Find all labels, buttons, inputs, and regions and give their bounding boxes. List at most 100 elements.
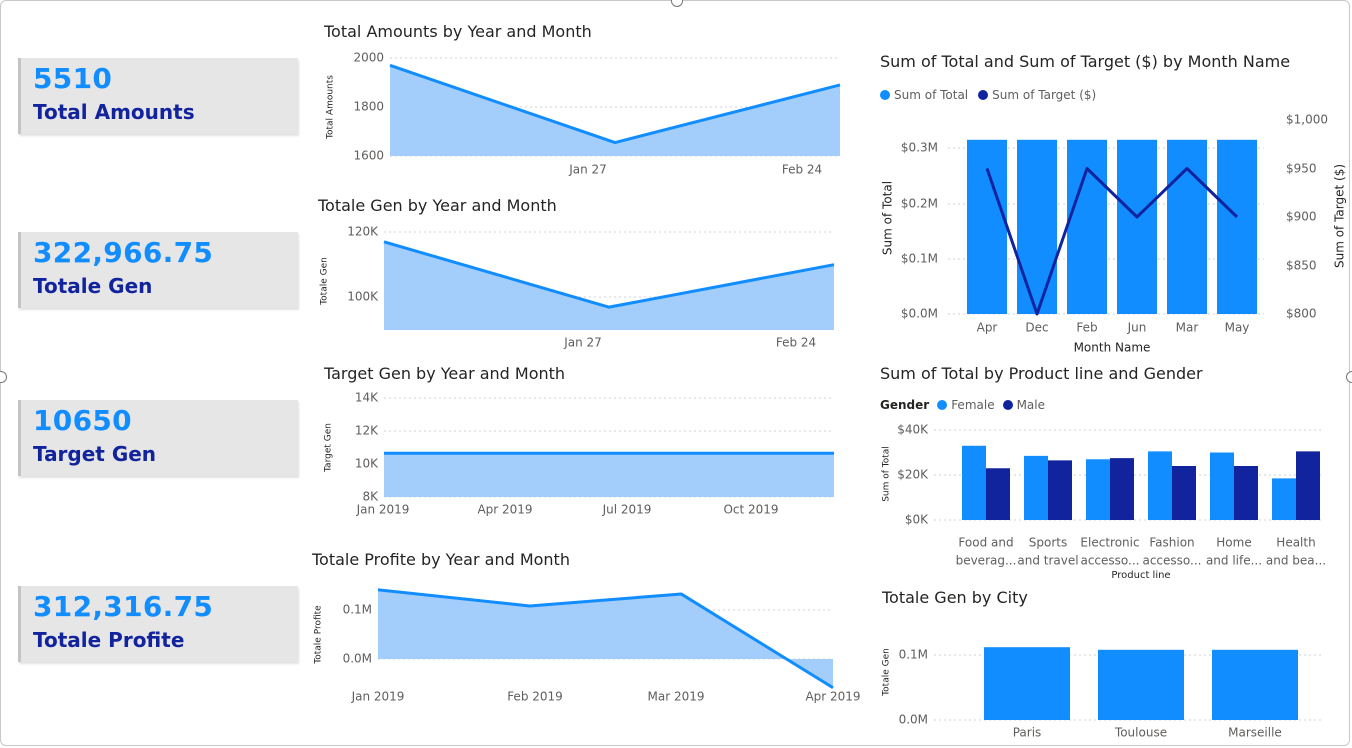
bar-sum-total <box>1017 139 1057 314</box>
y-tick-label: $0.3M <box>901 141 938 155</box>
y-tick-label: 10K <box>355 457 379 471</box>
kpi-label: Totale Profite <box>33 628 185 652</box>
y-tick-label: $0K <box>905 513 929 527</box>
series-line <box>389 63 841 145</box>
bar-male <box>1110 458 1134 520</box>
chart-totale-gen[interactable]: 120K 100K Totale Gen Jan 27 Feb 24 <box>310 218 860 358</box>
bar-female <box>1024 455 1048 520</box>
legend-label-male: Male <box>1016 398 1046 412</box>
bar-sum-total <box>1167 139 1207 314</box>
y-tick-label: 0.1M <box>343 603 372 617</box>
x-tick-label: Jan 2019 <box>351 690 405 704</box>
y-tick-label: $0.2M <box>901 197 938 211</box>
x-tick-label: accesso... <box>1080 554 1139 568</box>
bar-city <box>984 647 1070 720</box>
bar-male <box>986 468 1010 520</box>
x-axis-title: Month Name <box>1074 341 1151 355</box>
legend-title-gender: Gender <box>880 398 930 412</box>
y-tick-label: 0.0M <box>899 713 928 727</box>
chart-totale-profite[interactable]: 0.1M 0.0M Totale Profite Jan 2019 Feb 2019 Ma… <box>300 578 875 708</box>
x-tick-label: May <box>1225 321 1250 335</box>
y-axis-title: Sum of Total <box>882 446 892 502</box>
y2-tick-label: $800 <box>1286 307 1317 321</box>
legend-label-sum-target: Sum of Target ($) <box>992 88 1097 102</box>
resize-handle-right[interactable] <box>1346 371 1352 383</box>
y-axis-title: Target Gen <box>324 423 334 473</box>
legend-gender[interactable]: Gender Female Male <box>880 398 1045 412</box>
legend-dot-male <box>1002 400 1013 410</box>
x-axis-title: Product line <box>1111 570 1170 581</box>
x-tick-label: Apr <box>977 321 998 335</box>
y-tick-label: 2000 <box>353 51 384 65</box>
bar-city <box>1098 649 1184 720</box>
x-tick-label: Sports <box>1029 536 1067 550</box>
bar-sum-total <box>1217 139 1257 314</box>
y-tick-label: $20K <box>897 468 929 482</box>
x-tick-label: Home <box>1216 536 1251 550</box>
x-tick-label: Mar <box>1176 321 1199 335</box>
x-tick-label: Toulouse <box>1114 726 1167 740</box>
bar-female <box>1086 459 1110 520</box>
kpi-card-totale-profite[interactable]: 312,316.75 Totale Profite <box>18 586 298 662</box>
legend-label-female: Female <box>951 398 995 412</box>
chart-product-line-gender[interactable]: $40K $20K $0K Sum of Total Food and beverag..… <box>872 416 1347 586</box>
chart-title-product-line-gender: Sum of Total by Product line and Gender <box>880 364 1203 383</box>
x-tick-label: beverag... <box>956 554 1017 568</box>
x-tick-label: Apr 2019 <box>805 690 860 704</box>
chart-total-vs-target[interactable]: $0.3M $0.2M $0.1M $0.0M $1,000 $950 $900 $850 $8… <box>872 108 1347 360</box>
y-axis-title: Sum of Total <box>881 181 895 255</box>
series-line <box>377 588 834 690</box>
kpi-card-total-amounts[interactable]: 5510 Total Amounts <box>18 58 298 134</box>
x-tick-label: Feb 2019 <box>507 690 563 704</box>
y-tick-label: 14K <box>355 391 379 405</box>
y-tick-label: 1800 <box>353 100 384 114</box>
x-tick-label: Jan 2019 <box>356 503 410 517</box>
x-tick-label: Feb 24 <box>776 336 816 350</box>
chart-gen-by-city[interactable]: 0.1M 0.0M Totale Gen Paris Toulouse Marseille <box>872 632 1347 744</box>
x-tick-label: Apr 2019 <box>477 503 532 517</box>
x-tick-label: Feb 24 <box>782 163 822 177</box>
y-axis-title: Total Amounts <box>326 75 336 140</box>
y-tick-label: 1600 <box>353 149 384 163</box>
bar-sum-total <box>967 139 1007 314</box>
bar-male <box>1172 466 1196 520</box>
x-tick-label: Feb <box>1076 321 1097 335</box>
kpi-label: Totale Gen <box>33 274 153 298</box>
chart-target-gen[interactable]: 14K 12K 10K 8K Target Gen Jan 2019 Apr 2019 Jul… <box>310 388 860 523</box>
area-fill <box>384 453 834 497</box>
y2-tick-label: $950 <box>1286 162 1317 176</box>
y-tick-label: 8K <box>362 490 379 504</box>
y-axis-title: Totale Profite <box>314 605 324 665</box>
x-tick-label: and life... <box>1206 554 1262 568</box>
y-tick-label: $40K <box>897 423 929 437</box>
chart-title-target-gen: Target Gen by Year and Month <box>324 364 566 383</box>
area-fill <box>378 589 833 688</box>
area-fill <box>390 65 840 156</box>
bar-male <box>1296 451 1320 520</box>
x-tick-label: Mar 2019 <box>648 690 705 704</box>
bar-sum-total <box>1067 139 1107 314</box>
bar-male <box>1234 466 1258 520</box>
kpi-value: 322,966.75 <box>33 236 214 269</box>
bar-city <box>1212 649 1298 720</box>
kpi-card-target-gen[interactable]: 10650 Target Gen <box>18 400 298 476</box>
line-sum-target <box>985 167 1239 316</box>
y-tick-label: $0.0M <box>901 307 938 321</box>
chart-title-total-amounts: Total Amounts by Year and Month <box>324 22 592 41</box>
x-tick-label: Dec <box>1025 321 1048 335</box>
legend-total-vs-target[interactable]: Sum of Total Sum of Target ($) <box>880 88 1096 102</box>
x-tick-label: Jul 2019 <box>602 503 652 517</box>
y2-tick-label: $900 <box>1286 210 1317 224</box>
x-tick-label: Fashion <box>1149 536 1194 550</box>
x-tick-label: Marseille <box>1228 726 1282 740</box>
x-tick-label: and travel <box>1017 554 1078 568</box>
kpi-label: Total Amounts <box>33 100 195 124</box>
x-tick-label: Food and <box>958 536 1013 550</box>
bar-female <box>1148 451 1172 520</box>
chart-title-total-vs-target: Sum of Total and Sum of Target ($) by Mo… <box>880 52 1291 71</box>
x-tick-label: Electronic <box>1080 536 1139 550</box>
bar-sum-total <box>1117 139 1157 314</box>
x-tick-label: Paris <box>1013 726 1042 740</box>
kpi-card-totale-gen[interactable]: 322,966.75 Totale Gen <box>18 232 298 308</box>
chart-total-amounts[interactable]: 2000 1800 1600 Total Amounts Jan 27 Feb 24 <box>310 44 860 184</box>
